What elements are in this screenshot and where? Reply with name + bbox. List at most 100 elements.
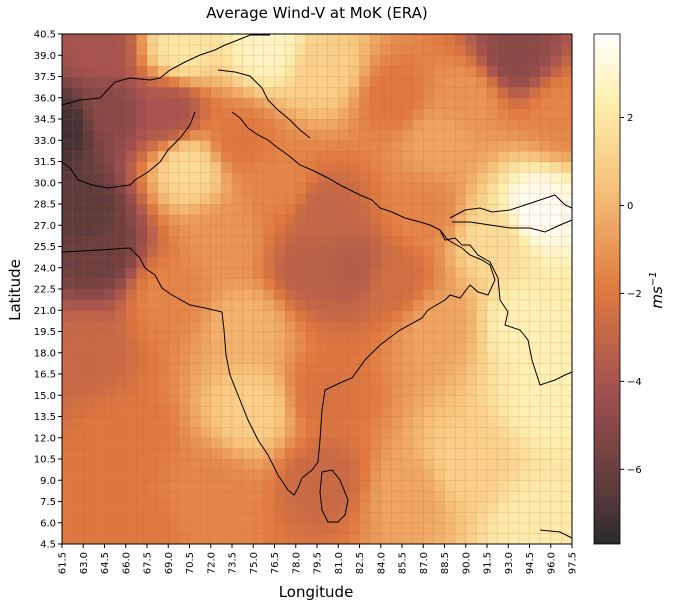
heatmap-cell: [412, 76, 424, 88]
heatmap-cell: [401, 171, 414, 184]
heatmap-cell: [199, 395, 212, 407]
heatmap-cell: [423, 288, 435, 301]
heatmap-cell: [486, 65, 499, 78]
heatmap-cell: [125, 331, 137, 343]
heatmap-cell: [242, 108, 254, 120]
heatmap-cell: [104, 86, 116, 99]
heatmap-cell: [83, 182, 95, 194]
heatmap-cell: [465, 33, 477, 46]
heatmap-cell: [178, 363, 191, 375]
heatmap-cell: [104, 33, 116, 46]
heatmap-cell: [242, 256, 254, 269]
heatmap-cell: [114, 86, 127, 99]
heatmap-cell: [104, 320, 116, 333]
heatmap-cell: [93, 108, 106, 120]
heatmap-cell: [114, 469, 127, 481]
heatmap-cell: [508, 416, 520, 428]
heatmap-cell: [83, 86, 95, 99]
y-tick-label: 27.0: [34, 221, 56, 232]
heatmap-cell: [189, 214, 201, 226]
heatmap-cell: [497, 341, 509, 354]
heatmap-cell: [263, 501, 276, 513]
heatmap-cell: [189, 150, 201, 163]
heatmap-cell: [274, 235, 286, 248]
heatmap-cell: [401, 193, 414, 205]
heatmap-cell: [338, 299, 350, 311]
heatmap-cell: [61, 86, 74, 99]
heatmap-cell: [221, 363, 233, 375]
heatmap-cell: [61, 331, 74, 343]
heatmap-cell: [348, 395, 361, 407]
x-tick-label: 97.5: [568, 552, 579, 574]
heatmap-cell: [561, 86, 573, 99]
heatmap-cell: [433, 511, 446, 524]
heatmap-cell: [508, 171, 520, 184]
heatmap-cell: [146, 256, 159, 269]
heatmap-cell: [444, 511, 456, 524]
heatmap-cell: [423, 150, 435, 163]
heatmap-cell: [242, 331, 254, 343]
heatmap-cell: [348, 129, 361, 141]
heatmap-cell: [465, 65, 477, 78]
heatmap-cell: [465, 267, 477, 279]
heatmap-cell: [114, 320, 127, 333]
heatmap-cell: [231, 235, 244, 248]
heatmap-cell: [263, 235, 276, 248]
heatmap-cell: [231, 437, 244, 449]
heatmap-cell: [284, 341, 297, 354]
heatmap-cell: [114, 331, 127, 343]
heatmap-cell: [199, 225, 212, 237]
heatmap-cell: [295, 108, 307, 120]
heatmap-cell: [306, 267, 318, 279]
heatmap-cell: [295, 65, 307, 78]
heatmap-cell: [423, 33, 435, 46]
heatmap-cell: [454, 522, 467, 534]
heatmap-cell: [412, 522, 424, 534]
heatmap-cell: [93, 65, 106, 78]
heatmap-cell: [497, 203, 509, 216]
heatmap-cell: [539, 278, 552, 290]
heatmap-cell: [242, 193, 254, 205]
heatmap-cell: [444, 522, 456, 534]
heatmap-cell: [476, 65, 488, 78]
heatmap-cell: [316, 458, 329, 471]
heatmap-cell: [401, 480, 414, 492]
heatmap-cell: [497, 118, 509, 131]
heatmap-cell: [423, 235, 435, 248]
heatmap-cell: [454, 161, 467, 173]
heatmap-cell: [231, 76, 244, 88]
heatmap-cell: [210, 33, 222, 46]
heatmap-cell: [561, 511, 573, 524]
heatmap-cell: [93, 511, 106, 524]
x-tick-label: 72.0: [206, 552, 217, 574]
heatmap-cell: [486, 235, 499, 248]
heatmap-cell: [327, 76, 339, 88]
heatmap-cell: [454, 437, 467, 449]
heatmap-cell: [444, 352, 456, 364]
heatmap-cell: [486, 44, 499, 56]
heatmap-cell: [114, 193, 127, 205]
heatmap-cell: [83, 480, 95, 492]
heatmap-cell: [561, 171, 573, 184]
heatmap-cell: [136, 278, 148, 290]
heatmap-cell: [497, 33, 509, 46]
heatmap-cell: [263, 86, 276, 99]
heatmap-cell: [380, 65, 392, 78]
heatmap-cell: [433, 416, 446, 428]
heatmap-cell: [210, 437, 222, 449]
heatmap-cell: [508, 225, 520, 237]
heatmap-cell: [168, 225, 180, 237]
heatmap-cell: [242, 267, 254, 279]
heatmap-cell: [433, 522, 446, 534]
y-tick-label: 4.5: [40, 540, 56, 551]
heatmap-cell: [327, 458, 339, 471]
heatmap-cell: [295, 522, 307, 534]
heatmap-cell: [316, 44, 329, 56]
heatmap-cell: [454, 214, 467, 226]
heatmap-cell: [168, 310, 180, 322]
heatmap-cell: [529, 490, 541, 503]
heatmap-cell: [465, 193, 477, 205]
heatmap-cell: [454, 203, 467, 216]
heatmap-cell: [454, 267, 467, 279]
x-tick-label: 78.0: [291, 552, 302, 574]
